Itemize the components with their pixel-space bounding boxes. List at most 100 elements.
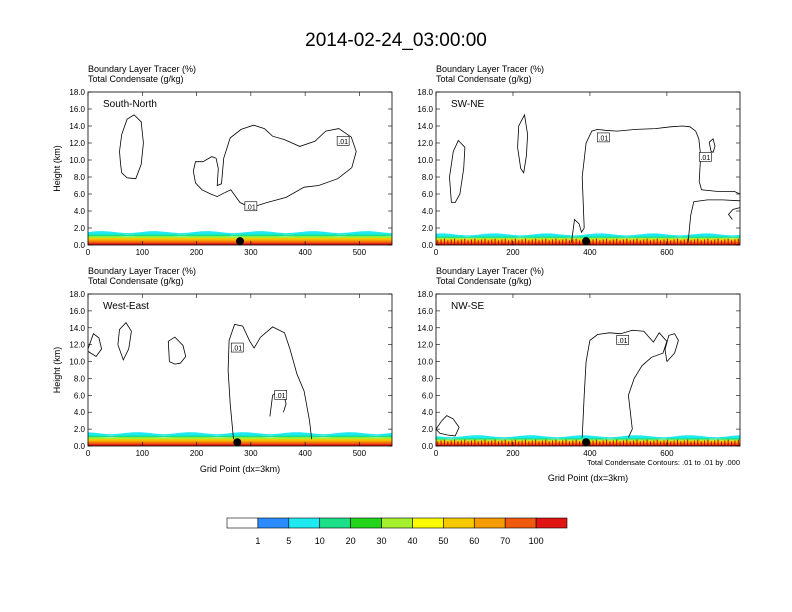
colorbar-label: 60 [469, 536, 479, 546]
condensate-contour [449, 139, 466, 203]
x-tick-label: 0 [434, 248, 439, 257]
y-tick-label: 18.0 [69, 290, 85, 299]
y-tick-label: 6.0 [422, 391, 434, 400]
y-tick-label: 6.0 [74, 391, 86, 400]
y-tick-label: 4.0 [74, 207, 86, 216]
y-tick-label: 4.0 [422, 408, 434, 417]
contour-label-box [597, 132, 610, 143]
contour-label: .01 [700, 155, 710, 162]
condensate-contour [167, 336, 187, 365]
y-tick-label: 4.0 [422, 207, 434, 216]
boundary-layer-band [88, 434, 392, 438]
y-tick-label: 0.0 [422, 241, 434, 250]
y-tick-label: 14.0 [417, 324, 433, 333]
contour-label-box [616, 335, 629, 345]
condensate-contour [227, 323, 313, 440]
colorbar-label: 10 [315, 536, 325, 546]
x-tick-label: 0 [86, 449, 91, 458]
colorbar-label: 70 [500, 536, 510, 546]
y-tick-label: 10.0 [69, 156, 85, 165]
contour-label: .01 [599, 135, 609, 142]
x-tick-label: 0 [434, 449, 439, 458]
y-tick-label: 14.0 [417, 122, 433, 131]
colorbar-label: 5 [286, 536, 291, 546]
y-tick-label: 16.0 [417, 307, 433, 316]
condensate-contour [581, 125, 741, 229]
contour-label-box [336, 136, 350, 146]
colorbar-box [443, 517, 475, 529]
y-tick-label: 0.0 [422, 442, 434, 451]
contour-label-box [274, 390, 288, 400]
y-tick-label: 6.0 [74, 190, 86, 199]
y-tick-label: 16.0 [69, 105, 85, 114]
panel-sw-ne: Boundary Layer Tracer (%)Total Condensat… [417, 64, 741, 257]
y-tick-label: 12.0 [69, 341, 85, 350]
x-tick-label: 600 [660, 449, 674, 458]
condensate-contour [119, 114, 144, 180]
x-axis-title: Grid Point (dx=3km) [548, 473, 628, 483]
y-tick-label: 12.0 [417, 341, 433, 350]
y-tick-label: 4.0 [74, 408, 86, 417]
x-axis-title: Grid Point (dx=3km) [200, 464, 280, 474]
y-axis-title: Height (km) [52, 347, 62, 394]
y-tick-label: 12.0 [417, 139, 433, 148]
panel-nw-se: Boundary Layer Tracer (%)Total Condensat… [417, 266, 741, 483]
y-tick-label: 2.0 [422, 224, 434, 233]
colorbar-label: 30 [377, 536, 387, 546]
location-marker [582, 237, 591, 246]
x-tick-label: 0 [86, 248, 91, 257]
boundary-layer-band [88, 231, 392, 235]
boundary-layer-band [436, 233, 740, 237]
y-tick-label: 12.0 [69, 139, 85, 148]
y-tick-label: 16.0 [69, 307, 85, 316]
panel-name: West-East [103, 301, 149, 312]
y-tick-label: 10.0 [69, 358, 85, 367]
panel-header-tracer: Boundary Layer Tracer (%) [88, 266, 196, 276]
y-tick-label: 2.0 [422, 425, 434, 434]
y-tick-label: 0.0 [74, 241, 86, 250]
colorbar-box [319, 517, 351, 529]
y-tick-label: 14.0 [69, 324, 85, 333]
x-tick-label: 500 [353, 449, 367, 458]
colorbar-label: 20 [346, 536, 356, 546]
condensate-contour [87, 333, 103, 358]
panel-header-tracer: Boundary Layer Tracer (%) [436, 64, 544, 74]
y-tick-label: 18.0 [417, 290, 433, 299]
boundary-layer-band [436, 435, 740, 439]
x-tick-label: 100 [136, 449, 150, 458]
x-tick-label: 400 [583, 248, 597, 257]
colorbar-box [288, 517, 321, 529]
y-tick-label: 18.0 [69, 88, 85, 97]
chart-title: 2014-02-24_03:00:00 [305, 30, 487, 51]
colorbar-label: 1 [255, 536, 260, 546]
condensate-contour [117, 322, 132, 361]
condensate-contour [581, 329, 668, 438]
y-tick-label: 8.0 [422, 173, 434, 182]
condensate-contour [664, 333, 679, 362]
panel-header-condensate: Total Condensate (g/kg) [88, 74, 184, 84]
boundary-layer-band [88, 435, 392, 440]
colorbar-box [350, 517, 382, 529]
condensate-contour [435, 415, 460, 437]
x-tick-label: 300 [244, 248, 258, 257]
x-tick-label: 200 [190, 449, 204, 458]
panel-header-condensate: Total Condensate (g/kg) [436, 276, 532, 286]
colorbar-box [412, 517, 444, 529]
panel-header-tracer: Boundary Layer Tracer (%) [88, 64, 196, 74]
panels: Boundary Layer Tracer (%)Total Condensat… [52, 64, 741, 483]
x-tick-label: 200 [506, 449, 520, 458]
x-tick-label: 200 [190, 248, 204, 257]
y-tick-label: 10.0 [417, 156, 433, 165]
condensate-contour [727, 207, 741, 220]
plot-frame [435, 91, 741, 246]
colorbar-label: 50 [438, 536, 448, 546]
x-tick-label: 400 [583, 449, 597, 458]
x-tick-label: 300 [244, 449, 258, 458]
contour-label-box [244, 201, 258, 212]
colorbar-box [226, 517, 259, 529]
y-tick-label: 16.0 [417, 105, 433, 114]
y-tick-label: 10.0 [417, 358, 433, 367]
panel-name: SW-NE [451, 99, 484, 110]
y-tick-label: 2.0 [74, 224, 86, 233]
condensate-contour [517, 113, 529, 174]
